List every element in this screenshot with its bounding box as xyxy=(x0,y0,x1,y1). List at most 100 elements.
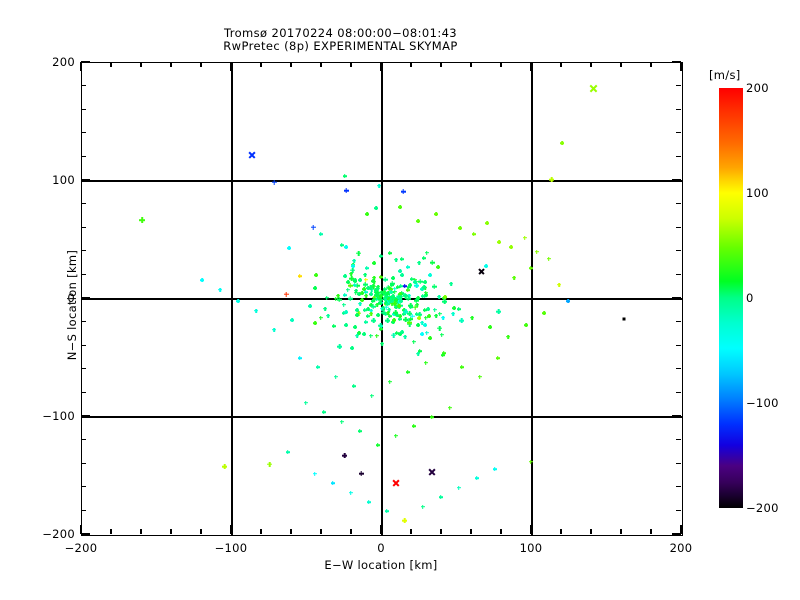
data-point xyxy=(368,285,373,290)
data-point xyxy=(358,429,362,433)
data-point xyxy=(400,330,404,334)
data-point xyxy=(375,290,380,295)
x-axis-tick xyxy=(320,529,322,534)
data-point xyxy=(424,316,428,320)
data-point xyxy=(322,410,326,414)
y-axis-tick xyxy=(81,179,90,181)
data-point xyxy=(383,277,388,282)
x-tick-label: 100 xyxy=(519,541,543,555)
data-point xyxy=(442,351,446,355)
data-point xyxy=(342,303,346,307)
data-point xyxy=(422,256,426,260)
data-point xyxy=(421,505,425,509)
data-point xyxy=(385,509,389,513)
colorbar-tick-label: −200 xyxy=(746,501,779,515)
data-point xyxy=(428,273,432,277)
data-point xyxy=(304,401,308,405)
title-line-2: RwPretec (8p) EXPERIMENTAL SKYMAP xyxy=(223,39,458,53)
data-point xyxy=(372,280,376,284)
data-point xyxy=(390,281,395,286)
data-point xyxy=(493,467,497,471)
data-point xyxy=(392,312,396,316)
data-point xyxy=(353,279,357,283)
colorbar-gradient xyxy=(719,88,743,508)
data-point xyxy=(392,300,396,304)
data-point xyxy=(417,261,421,265)
data-point xyxy=(359,471,364,476)
data-point xyxy=(354,291,358,295)
data-point xyxy=(391,302,395,306)
data-point xyxy=(428,336,432,340)
x-axis-tick xyxy=(80,525,82,534)
data-point xyxy=(415,312,419,316)
data-point xyxy=(336,294,340,298)
x-axis-tick xyxy=(410,62,412,67)
data-point xyxy=(395,331,399,335)
data-point xyxy=(485,221,489,225)
data-point xyxy=(357,331,361,335)
data-point xyxy=(287,246,291,250)
data-point xyxy=(460,365,464,369)
data-point xyxy=(393,290,397,294)
x-axis-tick xyxy=(320,62,322,67)
data-point xyxy=(388,251,392,255)
data-point xyxy=(382,290,387,295)
data-point xyxy=(488,325,492,329)
colorbar-tick-label: 0 xyxy=(746,291,754,305)
data-point xyxy=(346,280,350,284)
data-point xyxy=(384,312,388,316)
data-point xyxy=(430,260,435,265)
data-point xyxy=(392,479,400,487)
data-point xyxy=(470,316,474,320)
data-point xyxy=(478,268,485,275)
data-point xyxy=(360,291,364,295)
data-point xyxy=(351,263,355,267)
data-point xyxy=(267,462,272,467)
data-point xyxy=(418,279,423,284)
data-point xyxy=(409,317,413,321)
data-point xyxy=(358,278,362,282)
data-point xyxy=(416,352,420,356)
data-point xyxy=(403,335,407,339)
y-axis-tick xyxy=(81,509,86,511)
data-point xyxy=(425,331,429,335)
data-point xyxy=(372,261,376,265)
data-point xyxy=(523,236,527,240)
data-point xyxy=(372,276,376,280)
data-point xyxy=(348,283,353,288)
data-point xyxy=(441,316,445,320)
data-point xyxy=(383,287,387,291)
data-point xyxy=(452,306,456,310)
data-point xyxy=(349,276,354,281)
data-point xyxy=(375,287,379,291)
data-point xyxy=(403,293,408,298)
data-point xyxy=(622,317,625,321)
data-point xyxy=(374,290,378,294)
data-point xyxy=(371,284,375,288)
data-point xyxy=(366,286,370,290)
data-point xyxy=(407,285,411,289)
data-point xyxy=(332,324,336,328)
data-point xyxy=(364,278,368,282)
data-point xyxy=(319,232,323,236)
data-point xyxy=(560,141,564,145)
y-axis-tick xyxy=(676,391,681,393)
data-point xyxy=(344,245,348,249)
data-point xyxy=(410,314,415,319)
data-point xyxy=(407,318,411,322)
y-axis-tick xyxy=(672,179,681,181)
data-point xyxy=(472,232,476,236)
plot-canvas xyxy=(82,63,682,535)
y-axis-tick xyxy=(676,462,681,464)
y-axis-tick xyxy=(676,273,681,275)
y-axis-tick xyxy=(81,273,86,275)
data-point xyxy=(424,361,428,365)
data-point xyxy=(344,310,348,314)
data-point xyxy=(428,468,436,476)
data-point xyxy=(342,311,346,315)
data-point xyxy=(420,321,424,325)
data-point xyxy=(367,500,371,504)
data-point xyxy=(358,302,362,306)
data-point xyxy=(376,443,380,447)
data-point xyxy=(407,294,411,298)
